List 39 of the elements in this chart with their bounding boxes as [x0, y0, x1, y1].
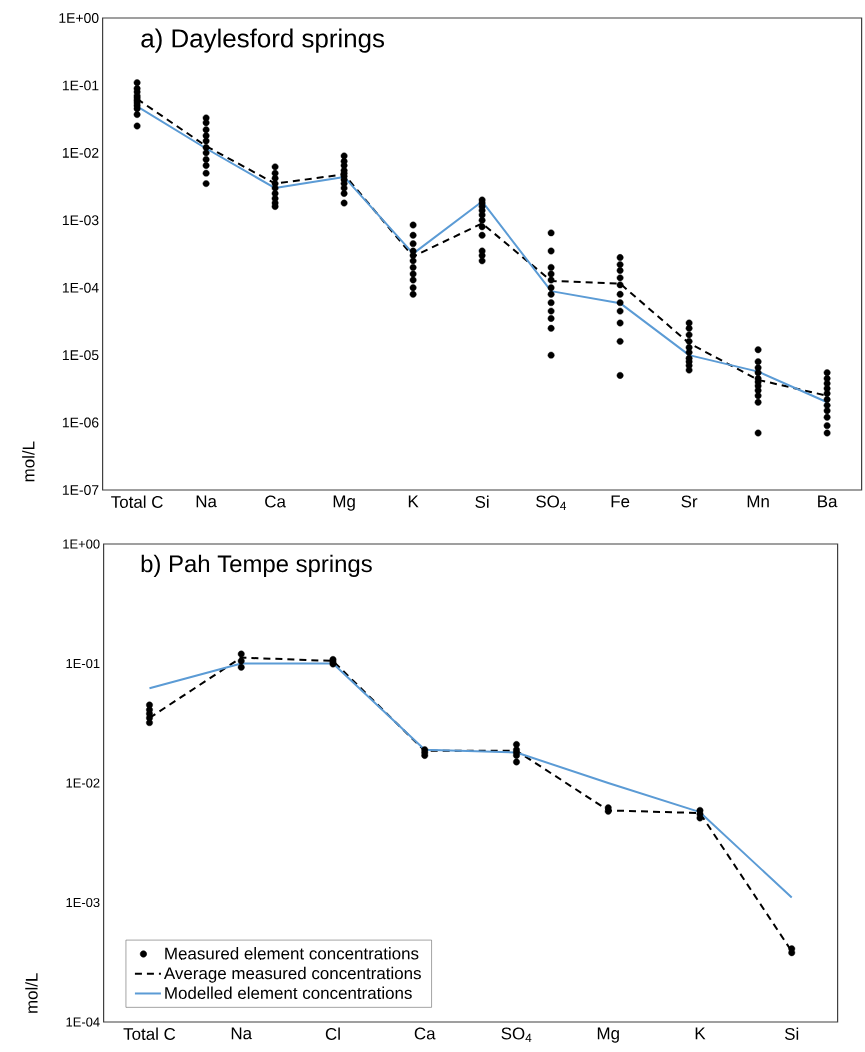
x-tick-label: Ba	[818, 495, 838, 508]
y-tick-label: 1E-06	[63, 417, 99, 428]
x-tick-label: Ca	[265, 495, 287, 508]
legend-label: Average measured concentrations	[164, 966, 422, 983]
x-tick-label: Fe	[611, 495, 630, 508]
x-tick-label: K	[409, 495, 419, 508]
legend-label: Modelled element concentrations	[165, 986, 412, 1000]
x-tick-label: Total C	[111, 495, 164, 508]
y-tick-label: 1E-05	[63, 350, 99, 361]
y-tick-label: 1E+00	[59, 13, 99, 23]
y-tick-label: 1E+00	[63, 539, 100, 549]
y-axis-title: mol/L	[25, 973, 38, 1013]
x-tick-label: Si	[475, 495, 489, 508]
x-tick-label: Sr	[681, 495, 698, 508]
y-tick-label: 1E-04	[66, 1017, 100, 1027]
y-tick-label: 1E-01	[66, 658, 100, 669]
legend-label: Measured element concentrations	[165, 947, 419, 960]
x-tick-label: SO$_{4}$	[501, 1027, 532, 1042]
x-tick-label: Na	[196, 495, 218, 508]
x-tick-label: K	[695, 1027, 706, 1040]
y-tick-label: 1E-04	[63, 282, 99, 293]
x-tick-label: Na	[232, 1027, 253, 1040]
x-tick-label: Mg	[333, 495, 355, 511]
x-tick-label: Cl	[326, 1027, 341, 1040]
y-tick-label: 1E-02	[66, 778, 100, 788]
y-tick-label: 1E-01	[63, 80, 99, 91]
x-tick-label: Si	[785, 1027, 799, 1040]
x-tick-label: Mn	[747, 495, 769, 508]
y-tick-label: 1E-03	[66, 897, 100, 908]
x-tick-label: Ca	[414, 1027, 436, 1040]
y-tick-label: 1E-03	[63, 215, 99, 226]
chart-title: b) Pah Tempe springs	[141, 554, 373, 577]
x-tick-label: SO$_{4}$	[536, 495, 567, 510]
y-tick-label: 1E-02	[63, 147, 99, 158]
x-tick-label: Mg	[598, 1027, 620, 1043]
x-tick-label: Total C	[123, 1027, 176, 1040]
chart-title: a) Daylesford springs	[141, 28, 385, 53]
y-axis-title: mol/L	[22, 441, 35, 482]
y-tick-label: 1E-07	[63, 485, 99, 495]
